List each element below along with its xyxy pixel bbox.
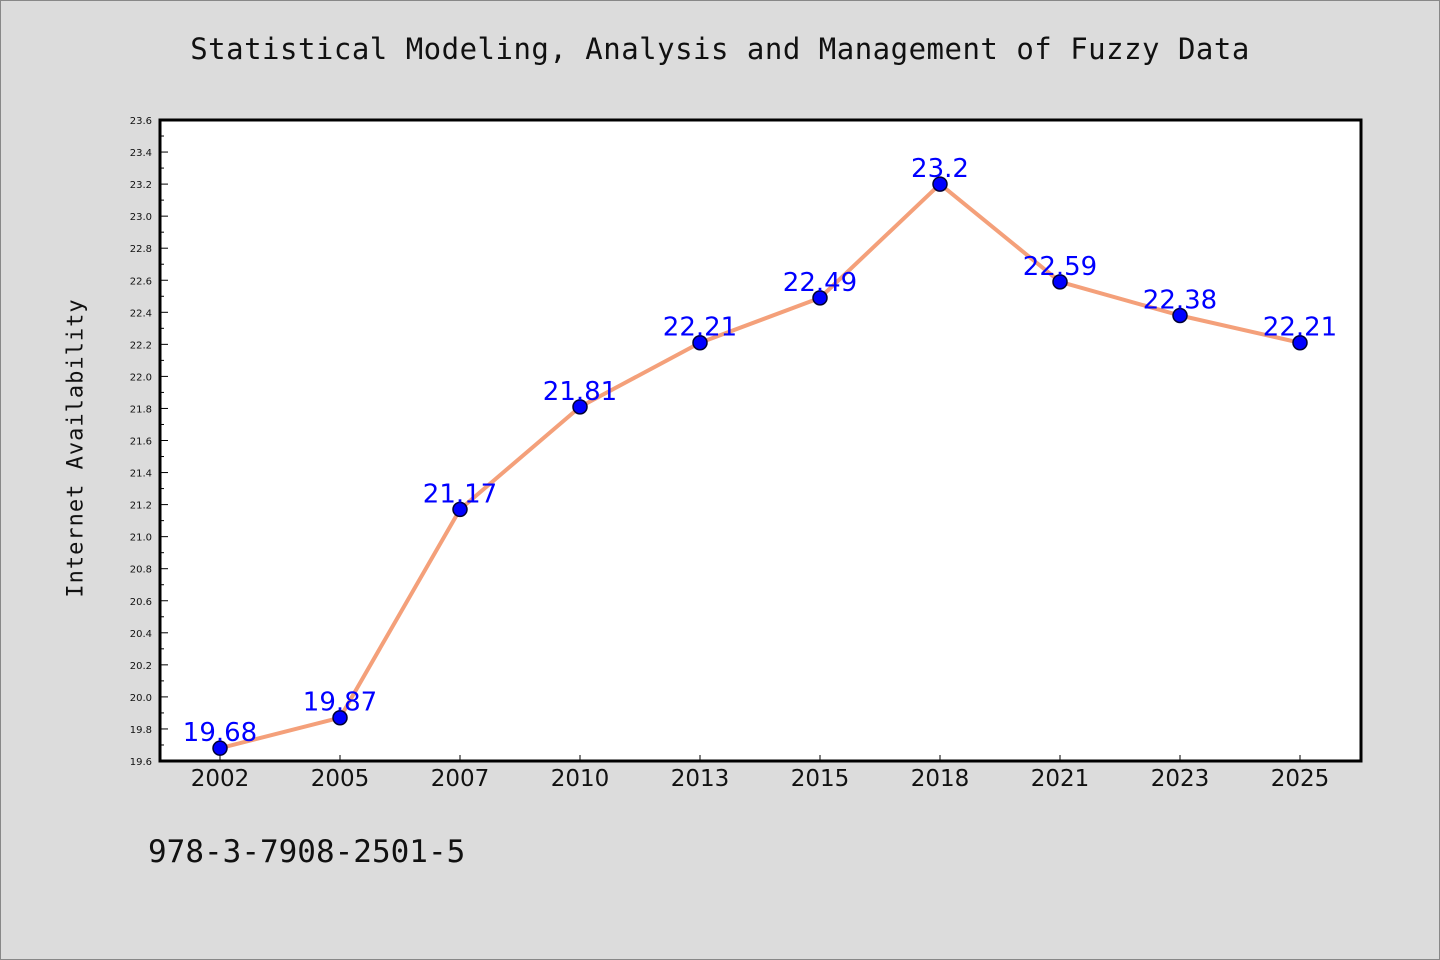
y-tick-label: 22.2	[130, 340, 152, 351]
y-tick-label: 21.2	[130, 501, 152, 512]
data-point	[1292, 334, 1308, 351]
y-axis: 19.6 19.8 20.0 20.2 20.4 20.6 20.8 21.0 21.2 21.4…	[130, 116, 168, 768]
isbn-footer: 978-3-7908-2501-5	[148, 834, 466, 870]
x-tick-label: 2010	[551, 766, 610, 792]
data-point	[1052, 274, 1068, 290]
x-tick-label: 2013	[671, 766, 730, 792]
x-tick-label: 2023	[1151, 766, 1210, 792]
data-point	[932, 176, 948, 192]
data-point	[692, 334, 708, 351]
y-tick-label: 20.8	[130, 565, 152, 576]
data-label: 22.38	[1143, 286, 1217, 316]
data-point	[1172, 307, 1188, 324]
x-tick-label: 2021	[1031, 766, 1090, 792]
plot-area	[160, 120, 1361, 761]
y-tick-label: 21.6	[130, 437, 152, 448]
data-point	[212, 740, 228, 756]
data-label: 21.81	[543, 377, 617, 407]
data-label: 19.87	[303, 688, 377, 718]
chart-title: Statistical Modeling, Analysis and Manag…	[190, 32, 1250, 66]
y-tick-label: 23.6	[130, 116, 152, 127]
y-tick-label: 19.8	[130, 725, 152, 736]
x-tick-label: 2018	[911, 766, 970, 792]
data-markers	[212, 176, 1308, 756]
data-point	[452, 501, 468, 518]
y-tick-label: 22.4	[130, 308, 152, 319]
y-tick-label: 23.0	[130, 212, 152, 223]
data-label: 19.68	[183, 718, 257, 748]
plot-frame	[158, 118, 1363, 763]
x-tick-label: 2002	[191, 766, 250, 792]
data-label: 23.2	[911, 154, 969, 184]
data-point	[332, 709, 348, 726]
x-tick-label: 2005	[311, 766, 370, 792]
x-tick-label: 2007	[431, 766, 490, 792]
x-tick-label: 2025	[1271, 766, 1330, 792]
x-tick-label: 2015	[791, 766, 850, 792]
data-label: 22.59	[1023, 252, 1097, 282]
y-tick-label: 22.8	[130, 244, 152, 255]
y-tick-label: 20.4	[130, 629, 152, 640]
y-tick-label: 21.0	[130, 533, 152, 544]
data-label: 22.49	[783, 268, 857, 298]
series-line	[219, 182, 1301, 751]
data-label: 21.17	[423, 479, 497, 509]
y-tick-label: 21.8	[130, 404, 152, 415]
y-tick-label: 22.6	[130, 276, 152, 287]
data-labels: 19.68 19.87 21.17 21.81 22.21 22.49 23.2 22.59 2…	[183, 154, 1337, 748]
data-label: 22.21	[663, 313, 737, 343]
data-label: 22.21	[1263, 313, 1337, 343]
x-axis: 2002 2005 2007 2010 2013 2015 2018 2021 2023 2025	[191, 755, 1330, 792]
y-tick-label: 23.4	[130, 148, 152, 159]
y-tick-label: 20.0	[130, 693, 152, 704]
y-tick-label: 19.6	[130, 757, 152, 768]
data-point	[572, 399, 588, 415]
data-point	[812, 290, 828, 306]
y-tick-label: 20.2	[130, 661, 152, 672]
y-tick-label: 23.2	[130, 180, 152, 191]
y-tick-label: 20.6	[130, 597, 152, 608]
y-tick-label: 21.4	[130, 469, 152, 480]
y-tick-label: 22.0	[130, 372, 152, 383]
